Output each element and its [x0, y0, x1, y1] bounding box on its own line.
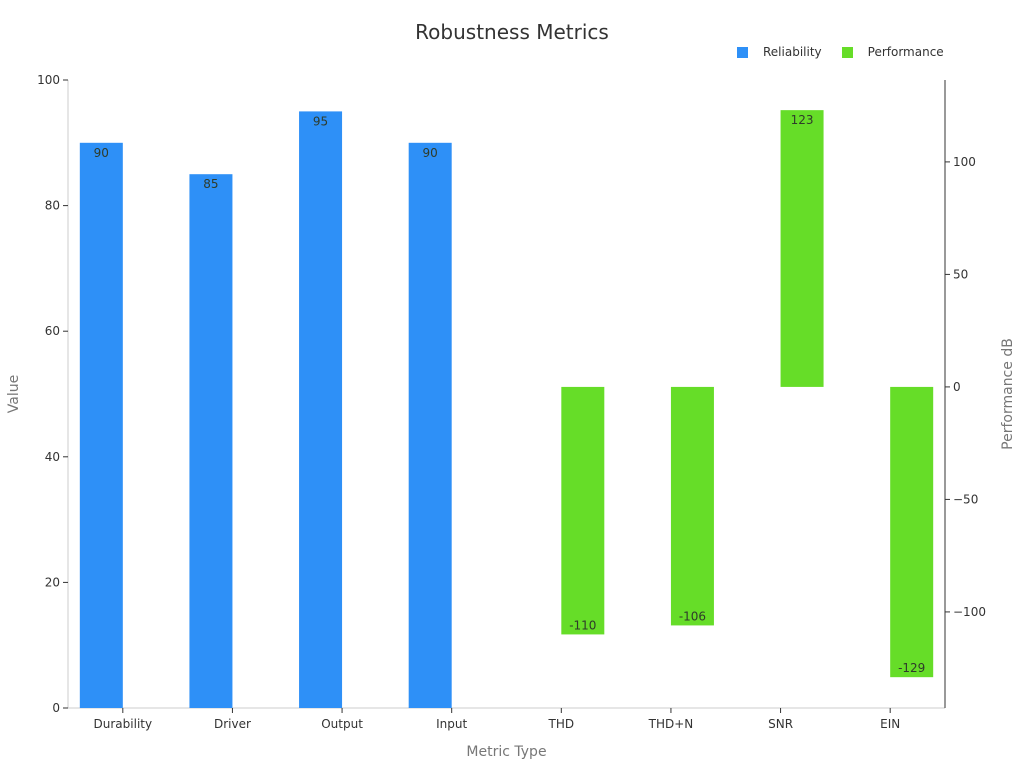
y-tick-label: 100 [37, 73, 60, 87]
legend-swatch-reliability [737, 46, 748, 58]
x-tick-label: SNR [768, 717, 793, 731]
y-tick-label: 80 [45, 199, 60, 213]
bar-performance[interactable] [561, 386, 605, 635]
bar-reliability[interactable] [299, 111, 343, 708]
bar-reliability[interactable] [408, 142, 452, 709]
legend-item-performance[interactable]: Performance [841, 45, 944, 59]
x-axis-title: Metric Type [466, 744, 546, 760]
legend-item-reliability[interactable]: Reliability [737, 45, 822, 59]
y2-tick-label: 50 [953, 267, 968, 281]
y2-tick-label: −50 [953, 492, 978, 506]
y2-tick-label: −100 [953, 605, 986, 619]
bar-value-label: -110 [569, 618, 596, 632]
legend-swatch-performance [841, 46, 853, 58]
bar-performance[interactable] [890, 386, 934, 678]
legend-label-reliability: Reliability [763, 45, 822, 59]
x-tick-label: Driver [214, 717, 251, 731]
bar-value-label: 90 [423, 146, 438, 160]
legend: Reliability Performance [737, 45, 964, 59]
y2-tick-label: 0 [953, 380, 961, 394]
y-tick-label: 40 [45, 450, 60, 464]
y-axis-title: Value [6, 375, 22, 413]
x-tick-label: Durability [94, 717, 153, 731]
bar-reliability[interactable] [79, 142, 123, 709]
bar-value-label: -129 [898, 661, 925, 675]
x-tick-label: Input [436, 717, 467, 731]
x-tick-label: EIN [880, 717, 900, 731]
x-tick-label: THD [548, 717, 575, 731]
y-tick-label: 20 [45, 575, 60, 589]
bar-performance[interactable] [780, 110, 824, 387]
x-tick-label: Output [321, 717, 363, 731]
bar-value-label: -106 [679, 609, 706, 623]
x-tick-label: THD+N [648, 717, 694, 731]
bar-value-label: 95 [313, 114, 328, 128]
y2-axis-title: Performance dB [1000, 338, 1016, 450]
y2-tick-label: 100 [953, 155, 976, 169]
legend-label-performance: Performance [867, 45, 944, 59]
bar-reliability[interactable] [189, 174, 233, 708]
y-tick-label: 0 [52, 701, 60, 715]
bar-value-label: 85 [203, 177, 218, 191]
bar-value-label: 123 [791, 113, 814, 127]
y-tick-label: 60 [45, 324, 60, 338]
chart-title: Robustness Metrics [415, 20, 609, 44]
bar-performance[interactable] [670, 386, 714, 626]
bar-value-label: 90 [94, 146, 109, 160]
